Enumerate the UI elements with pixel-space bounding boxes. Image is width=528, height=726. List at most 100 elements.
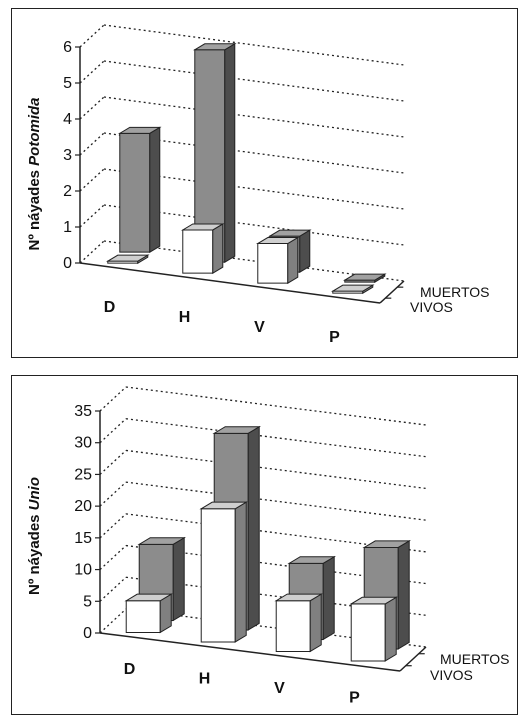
bar-side	[322, 555, 335, 641]
x-tick-label: V	[254, 319, 265, 336]
bar-top	[105, 254, 150, 262]
gridline-side	[99, 481, 127, 507]
x-tick-label: D	[104, 299, 116, 316]
chart-panel-unio: Nº náyades Unio 0 5 10 15 20 25 30 35 D H V P MUERTO…	[11, 375, 518, 715]
gridline-side	[99, 449, 127, 475]
bar-vivos-D	[105, 254, 150, 265]
y-tick-label: 5	[83, 593, 92, 610]
chart-potomida: Nº náyades Potomida 0 1 2 3 4 5 6 D H V P MUERTOSVI…	[26, 24, 490, 346]
bar-side	[299, 229, 311, 274]
bar-top	[117, 126, 162, 134]
y-tick-label: 15	[74, 530, 92, 547]
bar-front	[350, 603, 386, 662]
gridline	[125, 418, 427, 458]
bar-front	[119, 132, 151, 253]
bar-top	[255, 237, 300, 245]
bar-front	[182, 229, 214, 274]
bar-vivos-P	[349, 596, 399, 662]
y-tick-label: 25	[74, 466, 92, 483]
gridline-side	[79, 24, 105, 48]
y-tick-label: 0	[83, 625, 92, 642]
y-axis-label: Nº náyades Potomida	[26, 97, 43, 250]
bar-front	[200, 508, 236, 643]
floor-edge	[379, 280, 405, 304]
bar-front	[257, 243, 289, 284]
bar-side	[212, 223, 224, 275]
bar-side	[172, 536, 185, 622]
gridline-side	[99, 386, 127, 412]
x-tick-label: H	[199, 670, 211, 687]
gridline-side	[79, 96, 105, 120]
gridline-side	[79, 168, 105, 192]
gridline-side	[99, 608, 127, 634]
bar-top	[287, 556, 337, 564]
gridline	[125, 481, 427, 521]
y-tick-label: 20	[74, 498, 92, 515]
bar-top	[274, 593, 324, 602]
gridline-side	[99, 576, 127, 602]
bar-top	[330, 284, 375, 292]
gridline	[103, 96, 405, 138]
bar-top	[349, 596, 399, 605]
gridline	[125, 449, 427, 490]
bar-top	[124, 593, 174, 602]
bar-top	[137, 537, 187, 545]
gridline	[103, 60, 405, 102]
bar-vivos-D	[124, 593, 174, 634]
x-tick-label: V	[274, 680, 285, 697]
bar-side	[384, 596, 397, 662]
bar-top	[267, 229, 312, 237]
gridline-side	[99, 545, 127, 571]
bar-top	[192, 43, 237, 51]
gridline-side	[79, 60, 105, 84]
gridline-side	[79, 132, 105, 156]
bar-side	[234, 501, 247, 643]
bar-vivos-V	[255, 236, 300, 285]
bar-muertos-P	[342, 273, 387, 284]
bar-vivos-H	[199, 501, 249, 643]
series-label: VIVOS	[410, 299, 453, 315]
y-tick-label: 4	[63, 111, 72, 128]
y-tick-label: 10	[74, 562, 92, 579]
x-tick-label: P	[329, 329, 340, 346]
y-axis-label: Nº náyades Unio	[26, 477, 43, 595]
bar-top	[212, 426, 262, 434]
chart-unio: Nº náyades Unio 0 5 10 15 20 25 30 35 D H V P MUERTO…	[26, 386, 510, 706]
x-axis	[99, 632, 401, 672]
y-tick-label: 1	[63, 219, 72, 236]
bar-side	[149, 126, 161, 254]
y-tick-label: 2	[63, 183, 72, 200]
series-label: MUERTOS	[420, 284, 490, 300]
gridline-side	[79, 240, 105, 264]
bar-vivos-P	[330, 284, 375, 295]
y-tick-label: 30	[74, 435, 92, 452]
bar-side	[287, 236, 299, 285]
bar-top	[362, 540, 412, 548]
y-tick-label: 0	[63, 255, 72, 272]
y-tick-label: 3	[63, 147, 72, 164]
bar-side	[309, 593, 322, 653]
gridline	[103, 24, 405, 66]
bar-top	[199, 501, 249, 510]
x-axis	[79, 262, 381, 304]
gridline-side	[99, 513, 127, 539]
bar-side	[224, 42, 236, 264]
bar-muertos-H	[192, 42, 237, 264]
chart-panel-potomida: Nº náyades Potomida 0 1 2 3 4 5 6 D H V P MUERTOS VI…	[11, 8, 518, 358]
gridline-side	[99, 418, 127, 444]
bar-front	[125, 600, 161, 633]
bar-front	[275, 600, 311, 652]
gridline	[125, 386, 427, 426]
y-tick-label: 35	[74, 403, 92, 420]
bar-side	[247, 425, 260, 631]
bar-vivos-V	[274, 593, 324, 653]
y-tick-label: 5	[63, 75, 72, 92]
x-tick-label: D	[124, 661, 136, 678]
gridline-side	[79, 204, 105, 228]
bar-vivos-H	[180, 223, 225, 275]
x-tick-label: P	[349, 689, 360, 706]
series-label: VIVOS	[430, 667, 473, 683]
bar-muertos-D	[117, 126, 162, 254]
